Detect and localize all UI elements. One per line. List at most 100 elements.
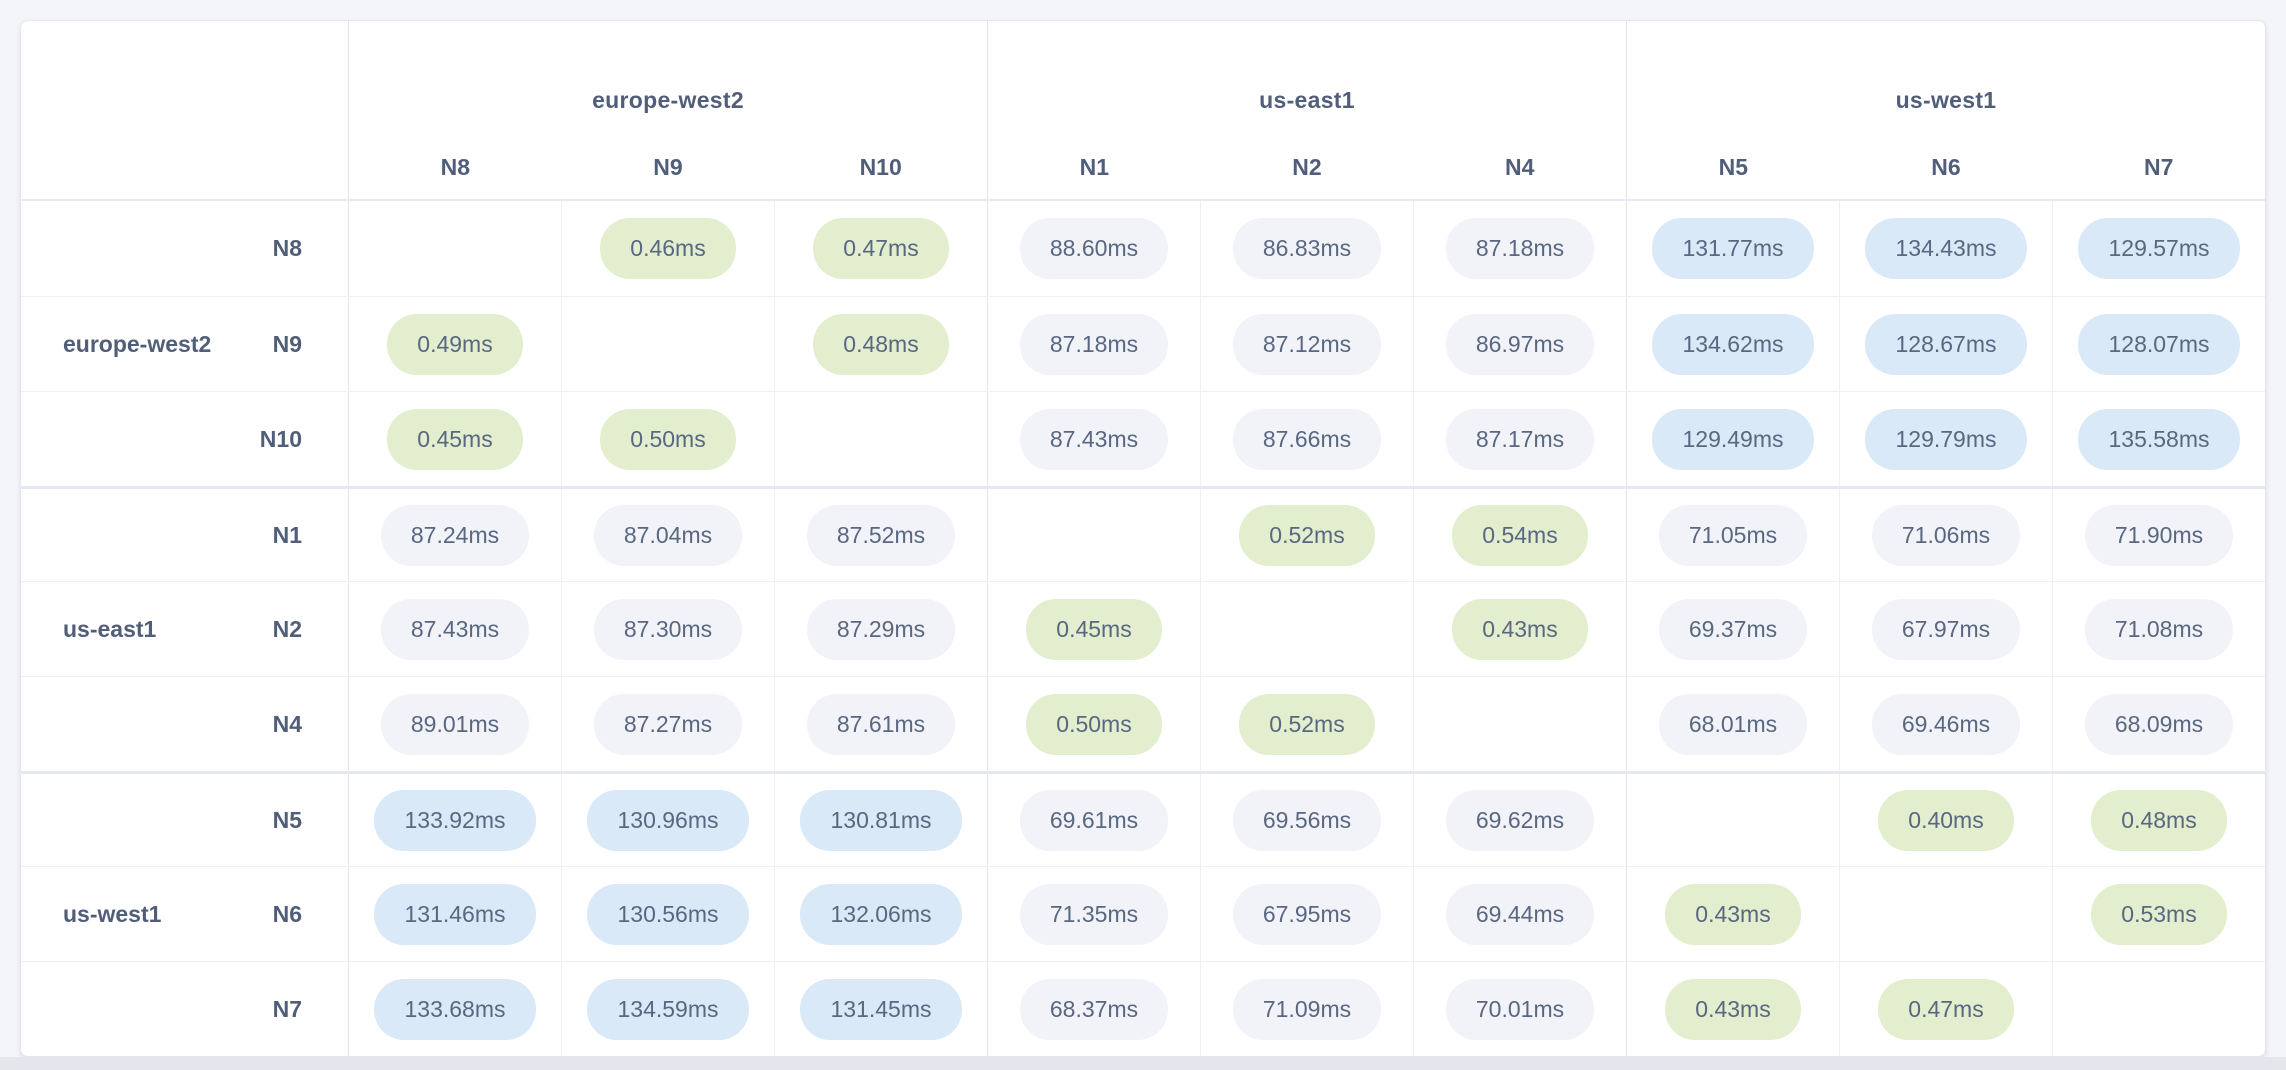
latency-cell: 67.95ms <box>1200 867 1413 961</box>
latency-pill: 131.77ms <box>1652 218 1814 279</box>
latency-cell: 69.56ms <box>1200 774 1413 866</box>
node-column-header: N9 <box>653 153 683 180</box>
node-column-header: N8 <box>440 153 471 180</box>
latency-cell: 130.56ms <box>561 867 774 961</box>
region-group-label: europe-west2 <box>592 86 744 113</box>
latency-pill: 71.90ms <box>2084 504 2234 566</box>
node-column-header: N1 <box>1079 153 1110 180</box>
latency-pill: 87.27ms <box>593 693 743 755</box>
row-node-label: N2 <box>272 615 302 642</box>
self-latency-cell <box>348 201 561 296</box>
row-header: N1 <box>21 489 348 581</box>
self-latency-cell <box>1413 677 1626 771</box>
row-header: N5 <box>21 774 348 866</box>
latency-pill: 70.01ms <box>1445 978 1595 1040</box>
latency-pill: 67.97ms <box>1871 598 2021 660</box>
latency-pill: 0.52ms <box>1239 504 1375 566</box>
latency-pill: 134.43ms <box>1865 218 2027 279</box>
row-node-label: N4 <box>272 710 302 737</box>
latency-cell: 129.57ms <box>2052 201 2265 296</box>
latency-cell: 0.47ms <box>1839 962 2052 1056</box>
bottom-strip <box>0 1057 2286 1070</box>
latency-cell: 68.01ms <box>1626 677 1839 771</box>
latency-pill: 87.24ms <box>380 504 530 566</box>
latency-pill: 129.49ms <box>1652 408 1814 470</box>
latency-pill: 87.66ms <box>1232 408 1382 470</box>
latency-cell: 87.17ms <box>1413 392 1626 486</box>
matrix-row-n8: N8 0.46ms 0.47ms 88.60ms 86.83ms 87.18ms 131.7… <box>21 201 2265 296</box>
latency-cell: 87.18ms <box>1413 201 1626 296</box>
latency-pill: 131.45ms <box>800 978 962 1040</box>
latency-cell: 68.37ms <box>987 962 1200 1056</box>
latency-cell: 0.50ms <box>561 392 774 486</box>
latency-cell: 134.62ms <box>1626 297 1839 391</box>
row-header: N8 <box>21 201 348 296</box>
latency-pill: 87.30ms <box>593 598 743 660</box>
latency-cell: 70.01ms <box>1413 962 1626 1056</box>
node-column-header: N5 <box>1718 153 1749 180</box>
latency-cell: 0.43ms <box>1626 962 1839 1056</box>
row-region-label: us-west1 <box>63 900 162 927</box>
latency-cell: 71.08ms <box>2052 582 2265 676</box>
latency-pill: 130.81ms <box>800 789 962 851</box>
latency-pill: 71.08ms <box>2084 598 2234 660</box>
region-group-label: us-east1 <box>1259 86 1355 113</box>
latency-pill: 134.62ms <box>1652 313 1814 375</box>
latency-cell: 89.01ms <box>348 677 561 771</box>
column-group-us-west1: us-west1 N5 N6 N7 <box>1626 21 2265 199</box>
latency-pill: 0.45ms <box>1026 598 1162 660</box>
latency-pill: 0.40ms <box>1878 789 2014 851</box>
latency-cell: 133.68ms <box>348 962 561 1056</box>
latency-pill: 0.47ms <box>813 218 949 279</box>
row-region-label: us-east1 <box>63 615 157 642</box>
latency-pill: 69.62ms <box>1445 789 1595 851</box>
latency-cell: 0.48ms <box>774 297 987 391</box>
latency-cell: 71.35ms <box>987 867 1200 961</box>
row-header: us-west1 N6 <box>21 867 348 961</box>
latency-pill: 87.43ms <box>1019 408 1169 470</box>
latency-pill: 89.01ms <box>380 693 530 755</box>
latency-cell: 0.48ms <box>2052 774 2265 866</box>
row-node-label: N5 <box>272 806 302 833</box>
matrix-body: N8 0.46ms 0.47ms 88.60ms 86.83ms 87.18ms 131.7… <box>21 201 2265 1056</box>
latency-pill: 131.46ms <box>374 883 536 945</box>
node-column-header: N6 <box>1931 153 1961 180</box>
latency-cell: 87.24ms <box>348 489 561 581</box>
row-node-label: N6 <box>272 900 302 927</box>
latency-pill: 87.18ms <box>1019 313 1169 375</box>
latency-cell: 87.52ms <box>774 489 987 581</box>
self-latency-cell <box>987 489 1200 581</box>
row-node-label: N9 <box>272 330 302 357</box>
row-node-label: N7 <box>272 995 302 1022</box>
latency-cell: 128.07ms <box>2052 297 2265 391</box>
latency-pill: 128.67ms <box>1865 313 2027 375</box>
matrix-row-n1: N1 87.24ms 87.04ms 87.52ms 0.52ms 0.54ms 71.05… <box>21 486 2265 581</box>
row-header: N4 <box>21 677 348 771</box>
node-header-row: N1 N2 N4 <box>988 135 1626 199</box>
latency-cell: 87.61ms <box>774 677 987 771</box>
latency-cell: 87.04ms <box>561 489 774 581</box>
latency-pill: 0.53ms <box>2091 883 2227 945</box>
latency-cell: 87.43ms <box>348 582 561 676</box>
latency-cell: 87.12ms <box>1200 297 1413 391</box>
latency-cell: 128.67ms <box>1839 297 2052 391</box>
latency-cell: 134.59ms <box>561 962 774 1056</box>
latency-pill: 135.58ms <box>2078 408 2240 470</box>
self-latency-cell <box>2052 962 2265 1056</box>
column-group-europe-west2: europe-west2 N8 N9 N10 <box>348 21 987 199</box>
latency-cell: 135.58ms <box>2052 392 2265 486</box>
latency-pill: 129.57ms <box>2078 218 2240 279</box>
latency-pill: 87.61ms <box>806 693 956 755</box>
latency-cell: 131.45ms <box>774 962 987 1056</box>
latency-cell: 0.52ms <box>1200 489 1413 581</box>
latency-cell: 71.06ms <box>1839 489 2052 581</box>
latency-pill: 87.52ms <box>806 504 956 566</box>
column-group-us-east1: us-east1 N1 N2 N4 <box>987 21 1626 199</box>
latency-pill: 130.56ms <box>587 883 749 945</box>
latency-pill: 128.07ms <box>2078 313 2240 375</box>
matrix-header: europe-west2 N8 N9 N10 us-east1 N1 N2 N4 us-west… <box>21 21 2265 201</box>
matrix-row-n7: N7 133.68ms 134.59ms 131.45ms 68.37ms 71.09ms… <box>21 961 2265 1056</box>
latency-cell: 0.49ms <box>348 297 561 391</box>
row-header: N10 <box>21 392 348 486</box>
latency-pill: 134.59ms <box>587 978 749 1040</box>
